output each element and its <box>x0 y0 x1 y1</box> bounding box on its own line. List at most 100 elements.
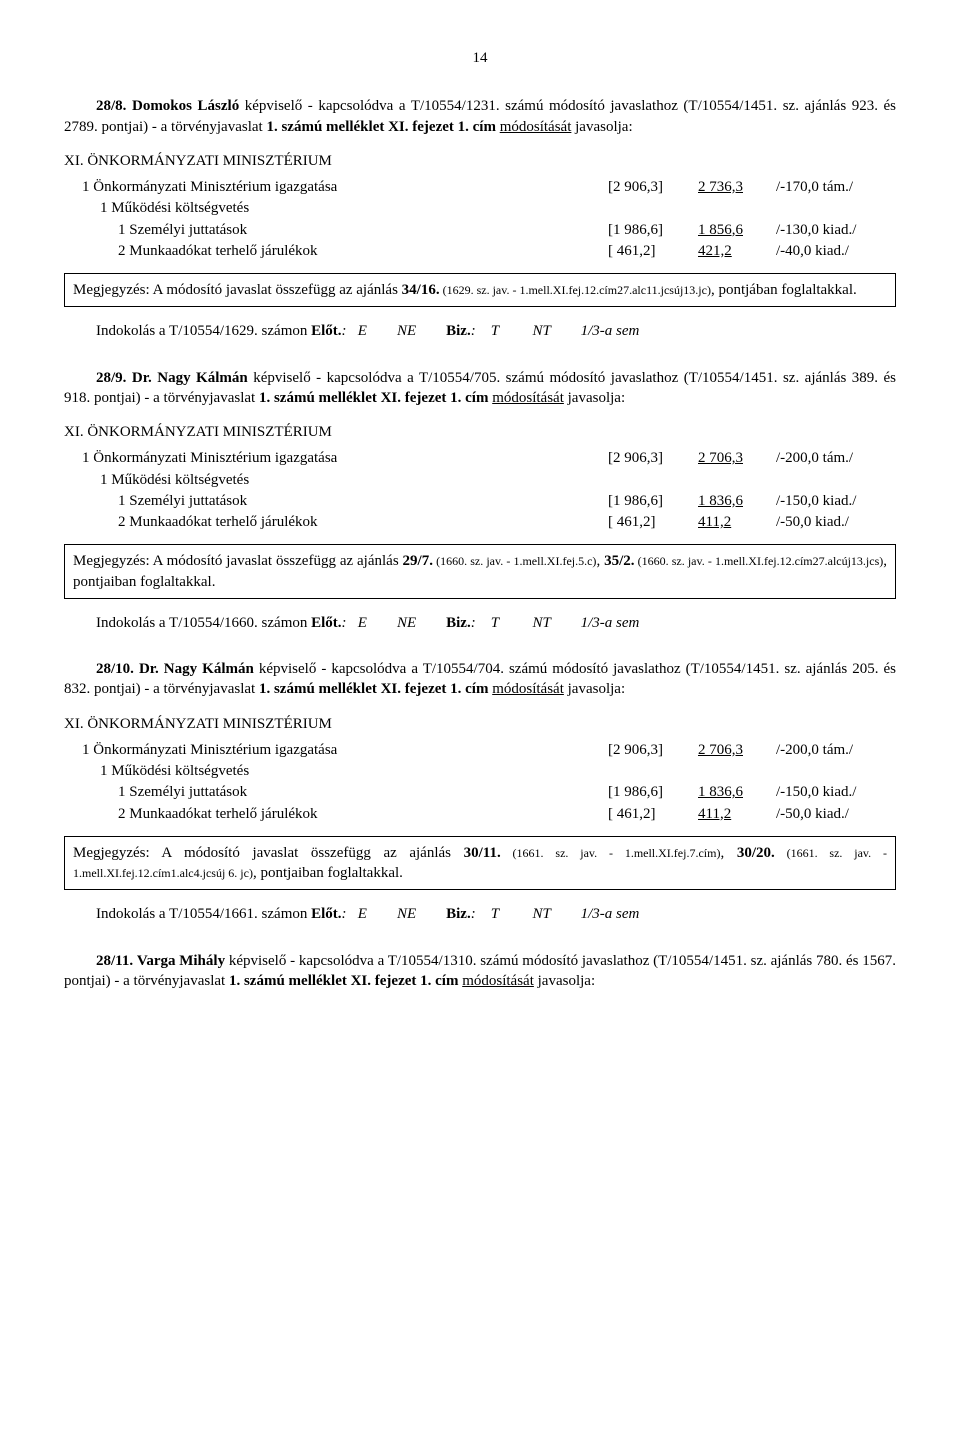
proposer-name: Domokos László <box>132 98 239 114</box>
section: 28/8. Domokos László képviselő - kapcsol… <box>64 96 896 341</box>
annex-ref: 1. számú melléklet XI. fejezet 1. cím <box>259 681 489 697</box>
budget-new: 2 706,3 <box>698 448 776 468</box>
intro-tail: javasolja: <box>564 390 625 406</box>
budget-block: 1 Önkormányzati Minisztérium igazgatása [… <box>64 740 896 824</box>
note-sep: , <box>720 845 736 861</box>
intro-tail: javasolja: <box>534 973 595 989</box>
annex-ref: 1. számú melléklet XI. fejezet 1. cím <box>229 973 459 989</box>
budget-label: 1 Önkormányzati Minisztérium igazgatása <box>64 177 343 197</box>
note-citation: (1661. sz. jav. - 1.mell.XI.fej.7.cím) <box>501 846 721 860</box>
budget-original: [ 461,2] <box>608 804 698 824</box>
proposer-name: Varga Mihály <box>137 953 225 969</box>
budget-label: 2 Munkaadókat terhelő járulékok <box>64 512 324 532</box>
budget-line: 1 Működési költségvetés <box>64 198 896 218</box>
note-box: Megjegyzés: A módosító javaslat összefüg… <box>64 836 896 891</box>
budget-original: [ 461,2] <box>608 241 698 261</box>
note-text: Megjegyzés: A módosító javaslat összefüg… <box>73 282 402 298</box>
budget-new: 421,2 <box>698 241 776 261</box>
section-number: 28/9. <box>96 370 126 386</box>
note-ref: 35/2. <box>604 553 634 569</box>
budget-original: [1 986,6] <box>608 491 698 511</box>
budget-new: 411,2 <box>698 804 776 824</box>
budget-delta: /-150,0 kiad./ <box>776 491 896 511</box>
budget-line: 2 Munkaadókat terhelő járulékok [ 461,2]4… <box>64 804 896 824</box>
budget-new: 1 856,6 <box>698 220 776 240</box>
action-underlined: módosítását <box>492 681 564 697</box>
note-ref: 34/16. <box>402 282 440 298</box>
indok-prefix: Indokolás a T/10554/1661. számon <box>96 906 311 922</box>
proposer-name: Dr. Nagy Kálmán <box>132 370 248 386</box>
note-box: Megjegyzés: A módosító javaslat összefüg… <box>64 273 896 307</box>
indok-cols: : E NE <box>342 615 447 631</box>
note-ref: 30/11. <box>464 845 501 861</box>
note-citation: (1629. sz. jav. - 1.mell.XI.fej.12.cím27… <box>440 283 711 297</box>
section-intro: 28/9. Dr. Nagy Kálmán képviselő - kapcso… <box>64 368 896 409</box>
annex-ref: 1. számú melléklet XI. fejezet 1. cím <box>259 390 489 406</box>
action-underlined: módosítását <box>500 119 572 135</box>
indok-biz: Biz. <box>446 615 471 631</box>
budget-line: 2 Munkaadókat terhelő járulékok [ 461,2]4… <box>64 241 896 261</box>
action-underlined: módosítását <box>462 973 534 989</box>
ministry-heading: XI. ÖNKORMÁNYZATI MINISZTÉRIUM <box>64 422 896 442</box>
budget-line: 1 Személyi juttatások [1 986,6]1 836,6/-1… <box>64 491 896 511</box>
budget-block: 1 Önkormányzati Minisztérium igazgatása [… <box>64 177 896 261</box>
indok-cols2: : T NT 1/3-a sem <box>471 323 640 339</box>
ministry-heading: XI. ÖNKORMÁNYZATI MINISZTÉRIUM <box>64 151 896 171</box>
budget-delta: /-40,0 kiad./ <box>776 241 896 261</box>
budget-label: 2 Munkaadókat terhelő járulékok <box>64 241 324 261</box>
note-ref: 29/7. <box>403 553 433 569</box>
indok-elot: Előt. <box>311 615 341 631</box>
budget-label: 1 Személyi juttatások <box>64 491 253 511</box>
budget-line: 1 Önkormányzati Minisztérium igazgatása[… <box>64 448 896 468</box>
note-ref: 30/20. <box>737 845 775 861</box>
budget-new: 2 706,3 <box>698 740 776 760</box>
budget-line: 1 Önkormányzati Minisztérium igazgatása[… <box>64 740 896 760</box>
note-citation: (1660. sz. jav. - 1.mell.XI.fej.12.cím27… <box>634 554 883 568</box>
budget-delta: /-130,0 kiad./ <box>776 220 896 240</box>
section-number: 28/10. <box>96 661 134 677</box>
budget-new: 1 836,6 <box>698 782 776 802</box>
budget-label: 1 Személyi juttatások <box>64 782 253 802</box>
budget-delta: /-50,0 kiad./ <box>776 512 896 532</box>
page-number: 14 <box>64 48 896 68</box>
budget-label: 1 Önkormányzati Minisztérium igazgatása <box>64 740 343 760</box>
indok-cols2: : T NT 1/3-a sem <box>471 615 640 631</box>
budget-new: 1 836,6 <box>698 491 776 511</box>
section: 28/11. Varga Mihály képviselő - kapcsoló… <box>64 951 896 992</box>
proposer-name: Dr. Nagy Kálmán <box>139 661 254 677</box>
annex-ref: 1. számú melléklet XI. fejezet 1. cím <box>266 119 496 135</box>
section-intro: 28/11. Varga Mihály képviselő - kapcsoló… <box>64 951 896 992</box>
section-number: 28/11. <box>96 953 133 969</box>
budget-line: 1 Működési költségvetés <box>64 470 896 490</box>
section: 28/9. Dr. Nagy Kálmán képviselő - kapcso… <box>64 368 896 634</box>
indok-cols2: : T NT 1/3-a sem <box>471 906 640 922</box>
budget-line: 2 Munkaadókat terhelő járulékok[ 461,2]4… <box>64 512 896 532</box>
justification-line: Indokolás a T/10554/1660. számon Előt.: … <box>64 613 896 633</box>
budget-delta: /-170,0 tám./ <box>776 177 896 197</box>
indok-prefix: Indokolás a T/10554/1660. számon <box>96 615 311 631</box>
intro-tail: javasolja: <box>564 681 625 697</box>
budget-label: 2 Munkaadókat terhelő járulékok <box>64 804 324 824</box>
budget-line: 1 Önkormányzati Minisztérium igazgatása[… <box>64 177 896 197</box>
indok-prefix: Indokolás a T/10554/1629. számon <box>96 323 311 339</box>
budget-label: 1 Személyi juttatások <box>64 220 253 240</box>
budget-label: 1 Működési költségvetés <box>64 470 255 490</box>
justification-line: Indokolás a T/10554/1661. számon Előt.: … <box>64 904 896 924</box>
note-tail: , pontjaiban foglaltakkal. <box>253 865 403 881</box>
budget-original: [1 986,6] <box>608 782 698 802</box>
budget-line: 1 Személyi juttatások[1 986,6]1 856,6/-1… <box>64 220 896 240</box>
indok-cols: : E NE <box>342 906 447 922</box>
section-intro: 28/8. Domokos László képviselő - kapcsol… <box>64 96 896 137</box>
budget-new: 2 736,3 <box>698 177 776 197</box>
budget-delta: /-200,0 tám./ <box>776 740 896 760</box>
indok-elot: Előt. <box>311 323 341 339</box>
ministry-heading: XI. ÖNKORMÁNYZATI MINISZTÉRIUM <box>64 714 896 734</box>
section: 28/10. Dr. Nagy Kálmán képviselő - kapcs… <box>64 659 896 925</box>
note-tail: , pontjában foglaltakkal. <box>711 282 857 298</box>
budget-delta: /-50,0 kiad./ <box>776 804 896 824</box>
budget-line: 1 Működési költségvetés <box>64 761 896 781</box>
justification-line: Indokolás a T/10554/1629. számon Előt. : … <box>64 321 896 341</box>
budget-delta: /-200,0 tám./ <box>776 448 896 468</box>
section-intro: 28/10. Dr. Nagy Kálmán képviselő - kapcs… <box>64 659 896 700</box>
note-sep: , <box>596 553 604 569</box>
